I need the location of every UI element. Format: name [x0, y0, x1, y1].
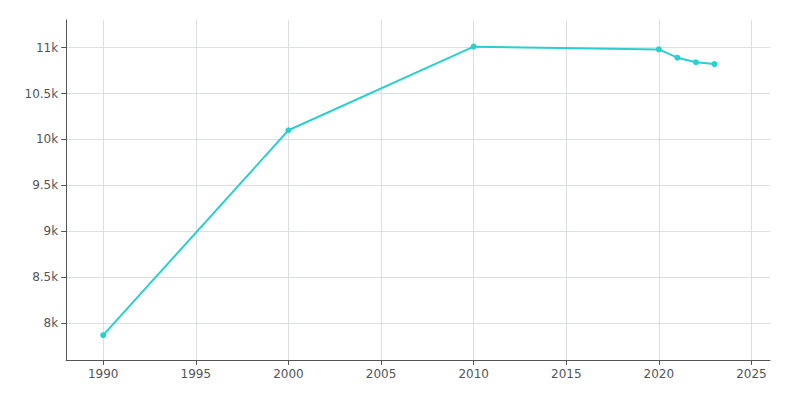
svg-text:8.5k: 8.5k: [32, 270, 58, 284]
svg-text:10.5k: 10.5k: [25, 87, 59, 101]
svg-text:10k: 10k: [36, 132, 58, 146]
svg-text:11k: 11k: [36, 41, 58, 55]
svg-text:1990: 1990: [88, 367, 119, 381]
svg-text:2020: 2020: [644, 367, 675, 381]
svg-text:2010: 2010: [458, 367, 489, 381]
svg-text:9.5k: 9.5k: [32, 178, 58, 192]
svg-text:2005: 2005: [366, 367, 397, 381]
svg-text:9k: 9k: [44, 224, 59, 238]
svg-text:1995: 1995: [181, 367, 212, 381]
svg-text:8k: 8k: [44, 316, 59, 330]
svg-text:2015: 2015: [551, 367, 582, 381]
svg-text:2000: 2000: [273, 367, 304, 381]
svg-text:2025: 2025: [736, 367, 767, 381]
